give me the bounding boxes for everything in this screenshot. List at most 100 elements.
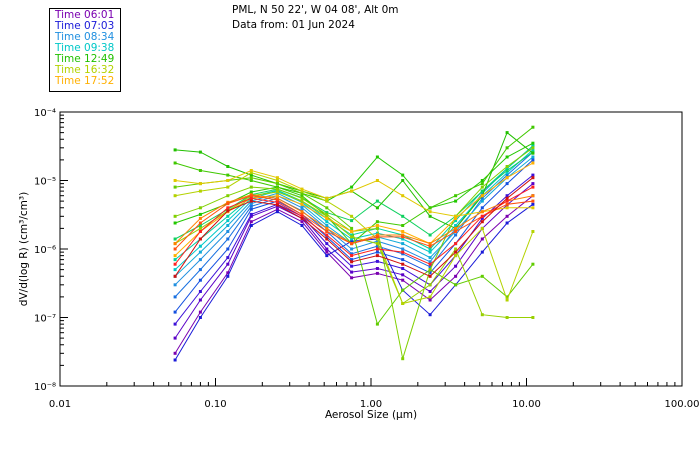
data-point <box>401 262 405 266</box>
series-line <box>174 203 534 361</box>
data-point <box>249 185 253 189</box>
data-point <box>480 274 484 278</box>
data-point <box>226 219 230 223</box>
data-point <box>173 322 177 326</box>
y-tick-label: 10⁻⁵ <box>34 177 56 188</box>
legend-item: Time 17:52 <box>55 75 115 87</box>
data-point <box>454 226 458 230</box>
data-point <box>531 151 535 155</box>
data-point <box>198 268 202 272</box>
data-point <box>226 209 230 213</box>
data-point <box>226 185 230 189</box>
data-point <box>428 265 432 269</box>
data-point <box>275 194 279 198</box>
data-point <box>375 267 379 270</box>
data-point <box>480 182 484 186</box>
data-point <box>300 189 304 193</box>
data-point <box>350 219 354 223</box>
data-point <box>325 230 329 233</box>
data-point <box>198 258 202 262</box>
series-1920 <box>173 185 535 266</box>
data-point <box>325 214 329 218</box>
data-point <box>198 150 202 154</box>
data-point <box>226 247 230 251</box>
data-point <box>401 278 405 282</box>
legend: Time 06:01 Time 07:03 Time 08:34 Time 09:38… <box>49 8 121 92</box>
data-point <box>249 202 253 206</box>
series-1950 <box>173 176 535 278</box>
data-point <box>454 247 458 251</box>
data-point <box>275 182 279 186</box>
data-point <box>505 146 509 150</box>
data-point <box>198 278 202 282</box>
data-point <box>350 242 354 246</box>
data-point <box>198 230 202 233</box>
data-point <box>325 196 329 200</box>
data-point <box>350 252 354 256</box>
data-point <box>401 224 405 227</box>
data-point <box>350 260 354 264</box>
data-point <box>531 316 535 319</box>
data-point <box>173 237 177 241</box>
data-point <box>275 179 279 182</box>
data-point <box>249 176 253 180</box>
data-point <box>454 199 458 203</box>
data-point <box>480 220 484 224</box>
data-point <box>401 302 405 305</box>
data-point <box>505 196 509 200</box>
data-point <box>401 252 405 256</box>
data-point <box>454 219 458 223</box>
data-point <box>249 199 253 203</box>
data-point <box>505 173 509 177</box>
data-point <box>480 191 484 195</box>
data-point <box>375 250 379 254</box>
data-point <box>198 169 202 172</box>
data-point <box>350 270 354 274</box>
data-point <box>505 316 509 319</box>
data-point <box>428 268 432 272</box>
data-point <box>249 204 253 208</box>
x-tick-label: 0.10 <box>204 399 226 410</box>
data-point <box>226 237 230 241</box>
data-point <box>480 214 484 218</box>
data-point <box>375 206 379 210</box>
x-tick-label: 100.00 <box>665 399 700 410</box>
data-point <box>325 224 329 227</box>
data-point <box>375 155 379 159</box>
series-1850 <box>173 194 535 251</box>
data-point <box>300 224 304 227</box>
data-point <box>275 176 279 180</box>
x-tick-label: 0.01 <box>49 399 71 410</box>
data-point <box>249 212 253 216</box>
data-point <box>375 271 379 275</box>
data-point <box>350 258 354 262</box>
data-point <box>480 313 484 317</box>
data-point <box>401 237 405 241</box>
data-point <box>226 165 230 168</box>
site-header: PML, N 50 22', W 04 08', Alt 0m <box>232 4 399 16</box>
data-point <box>454 216 458 220</box>
y-tick-label: 10⁻⁸ <box>34 382 56 393</box>
data-point <box>173 214 177 218</box>
data-point <box>401 235 405 239</box>
data-point <box>480 206 484 210</box>
data-point <box>480 237 484 241</box>
data-point <box>505 182 509 186</box>
data-point <box>350 235 354 239</box>
data-point <box>226 271 230 275</box>
data-point <box>173 247 177 251</box>
data-point <box>226 179 230 182</box>
data-point <box>531 144 535 148</box>
data-point <box>226 173 230 177</box>
data-point <box>226 262 230 266</box>
data-point <box>401 230 405 233</box>
data-point <box>428 271 432 275</box>
data-point <box>505 298 509 302</box>
data-point <box>454 274 458 278</box>
data-point <box>198 182 202 186</box>
data-point <box>198 310 202 314</box>
data-point <box>375 322 379 326</box>
data-point <box>350 189 354 193</box>
data-point <box>173 242 177 246</box>
